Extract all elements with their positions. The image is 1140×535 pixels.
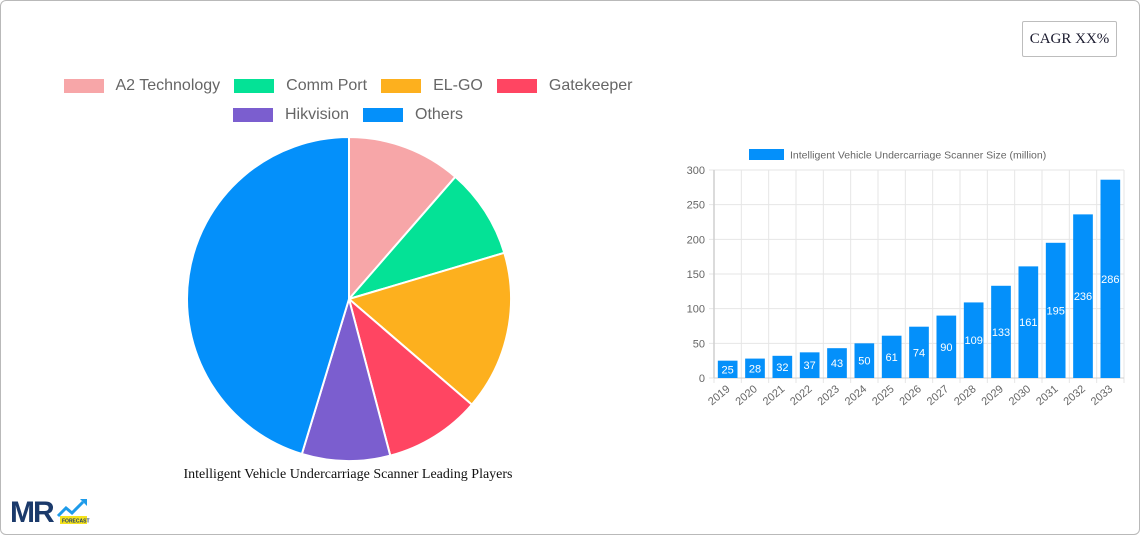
pie-chart	[186, 135, 512, 462]
x-tick-label: 2026	[897, 383, 923, 408]
x-tick-label: 2031	[1034, 383, 1060, 408]
legend-item-comm-port[interactable]: Comm Port	[234, 77, 367, 95]
bar-2026[interactable]	[909, 326, 929, 378]
legend-label: Comm Port	[286, 77, 368, 94]
bar-value-label: 286	[1101, 274, 1119, 286]
x-tick-label: 2033	[1089, 383, 1115, 408]
cagr-badge: CAGR XX%	[1022, 21, 1117, 57]
x-tick-label: 2024	[843, 383, 869, 408]
bar-value-label: 37	[804, 360, 816, 372]
bar-2027[interactable]	[936, 315, 957, 378]
bar-2032[interactable]	[1073, 214, 1093, 378]
bar-value-label: 236	[1074, 291, 1092, 303]
legend-swatch	[234, 79, 275, 93]
x-tick-label: 2028	[952, 383, 978, 408]
legend-label: Others	[415, 106, 464, 123]
y-tick-label: 50	[693, 338, 705, 350]
pie-chart-title: Intelligent Vehicle Undercarriage Scanne…	[183, 467, 513, 482]
pie-slice-a2-technology[interactable]	[348, 135, 457, 302]
x-tick-label: 2027	[925, 383, 951, 408]
bar-2020[interactable]	[745, 358, 765, 378]
x-tick-label: 2029	[979, 383, 1005, 408]
bar-2022[interactable]	[799, 352, 820, 378]
bar-2033[interactable]	[1100, 179, 1121, 378]
bar-value-label: 161	[1019, 317, 1037, 329]
y-tick-label: 200	[687, 234, 705, 246]
x-tick-label: 2020	[733, 383, 759, 408]
x-tick-label: 2030	[1007, 383, 1033, 408]
pie-legend-row-2: Hikvision Others	[0, 106, 696, 124]
bar-2030[interactable]	[1018, 266, 1039, 378]
bar-value-label: 32	[776, 362, 788, 374]
pie-slice-gatekeeper[interactable]	[347, 296, 474, 457]
x-tick-label: 2021	[761, 383, 787, 408]
pie-legend-row-1: A2 Technology Comm Port EL-GO Gatekeeper	[0, 77, 696, 95]
bar-legend-label: Intelligent Vehicle Undercarriage Scanne…	[790, 150, 1046, 162]
bar-2024[interactable]	[854, 343, 875, 378]
pie-slice-el-go[interactable]	[346, 251, 512, 407]
svg-text:MR: MR	[10, 496, 55, 526]
bar-2023[interactable]	[827, 348, 847, 378]
svg-text:FORECAST: FORECAST	[62, 519, 90, 525]
bar-value-label: 61	[886, 352, 898, 364]
y-tick-label: 150	[687, 269, 705, 281]
legend-swatch	[232, 108, 273, 122]
y-tick-label: 0	[699, 373, 705, 385]
y-tick-label: 250	[687, 200, 705, 212]
legend-item-hikvision[interactable]: Hikvision	[232, 106, 349, 124]
legend-swatch	[363, 108, 403, 122]
bar-value-label: 25	[722, 364, 734, 376]
legend-swatch	[496, 79, 537, 93]
legend-swatch	[381, 79, 422, 93]
legend-label: EL-GO	[433, 77, 483, 94]
legend-label: A2 Technology	[115, 77, 221, 94]
bar-value-label: 195	[1046, 305, 1064, 317]
legend-swatch	[63, 79, 104, 93]
x-tick-label: 2023	[815, 383, 841, 408]
mr-forecast-logo: MR FORECAST	[10, 494, 90, 529]
legend-label: Hikvision	[284, 106, 349, 123]
legend-label: Gatekeeper	[548, 77, 633, 94]
bar-2021[interactable]	[772, 355, 793, 378]
bar-2025[interactable]	[881, 335, 902, 378]
bar-2019[interactable]	[717, 360, 738, 378]
bar-value-label: 133	[992, 327, 1010, 339]
pie-slice-comm-port[interactable]	[345, 175, 506, 301]
bar-legend-swatch[interactable]	[749, 149, 784, 160]
legend-item-a2-technology[interactable]: A2 Technology	[63, 77, 221, 95]
bar-value-label: 28	[749, 363, 761, 375]
bar-2028[interactable]	[963, 302, 984, 378]
bar-value-label: 90	[940, 342, 952, 354]
pie-chart-svg	[186, 135, 512, 462]
bar-2031[interactable]	[1045, 242, 1066, 378]
bar-2029[interactable]	[991, 285, 1011, 378]
x-tick-label: 2025	[870, 383, 896, 408]
legend-item-el-go[interactable]: EL-GO	[381, 77, 483, 95]
pie-slice-others[interactable]	[186, 135, 350, 456]
x-tick-label: 2022	[788, 383, 814, 408]
bar-value-label: 74	[913, 347, 925, 359]
bar-value-label: 109	[964, 335, 982, 347]
bar-chart-svg: Intelligent Vehicle Undercarriage Scanne…	[687, 149, 1125, 408]
bar-chart: Intelligent Vehicle Undercarriage Scanne…	[680, 140, 1130, 420]
pie-slice-hikvision[interactable]	[300, 295, 392, 462]
y-tick-label: 300	[687, 165, 705, 177]
x-tick-label: 2019	[706, 383, 732, 408]
legend-item-others[interactable]: Others	[363, 106, 463, 124]
y-tick-label: 100	[687, 304, 705, 316]
bar-value-label: 50	[858, 356, 870, 368]
x-tick-label: 2032	[1061, 383, 1087, 408]
legend-item-gatekeeper[interactable]: Gatekeeper	[496, 77, 633, 95]
bar-value-label: 43	[831, 358, 843, 370]
